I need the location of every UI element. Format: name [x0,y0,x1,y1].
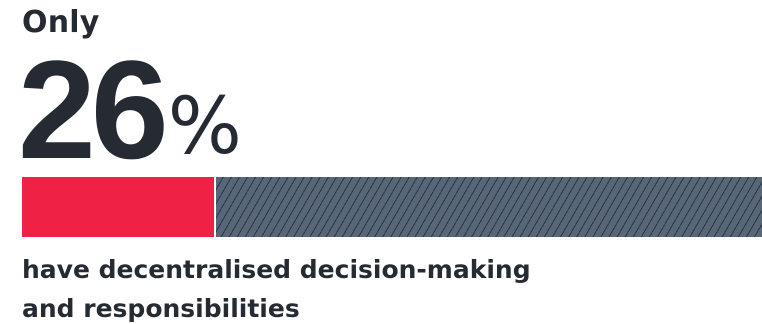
percentage-bar-filled [22,177,214,237]
stat-unit: % [167,82,242,173]
percentage-bar [22,177,762,237]
percentage-bar-divider [214,177,216,237]
stat-value-group: 26 % [18,31,242,188]
stat-prefix: Only [22,5,100,40]
stat-description: have decentralised decision-making and r… [22,255,531,323]
stat-number: 26 [18,31,169,188]
percentage-bar-remaining [216,177,762,237]
